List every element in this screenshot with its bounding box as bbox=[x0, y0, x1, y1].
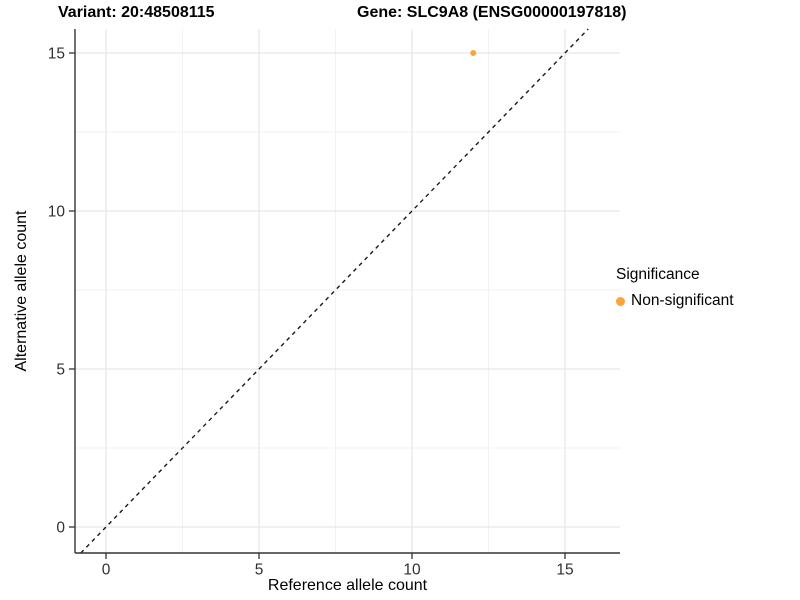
x-tick-label: 5 bbox=[255, 561, 264, 578]
legend-entry: Non-significant bbox=[616, 292, 734, 310]
y-tick-label: 15 bbox=[48, 46, 65, 63]
data-point bbox=[470, 50, 477, 56]
y-tick-label: 5 bbox=[56, 362, 65, 379]
y-tick-label: 0 bbox=[56, 520, 65, 537]
identity-line bbox=[80, 28, 589, 554]
legend-point-marker bbox=[616, 296, 625, 306]
legend-entry-label: Non-significant bbox=[631, 292, 734, 309]
gene-title: Gene: SLC9A8 (ENSG00000197818) bbox=[357, 4, 627, 21]
y-tick-label: 10 bbox=[48, 204, 66, 221]
x-tick-label: 0 bbox=[102, 561, 111, 578]
x-tick-label: 10 bbox=[403, 561, 421, 578]
x-tick-label: 15 bbox=[556, 561, 573, 578]
y-axis-title: Alternative allele count bbox=[13, 210, 30, 372]
x-axis-title: Reference allele count bbox=[267, 577, 428, 594]
legend-title: Significance bbox=[616, 266, 700, 283]
variant-title: Variant: 20:48508115 bbox=[58, 4, 215, 21]
legend: Significance Non-significant bbox=[616, 266, 734, 310]
